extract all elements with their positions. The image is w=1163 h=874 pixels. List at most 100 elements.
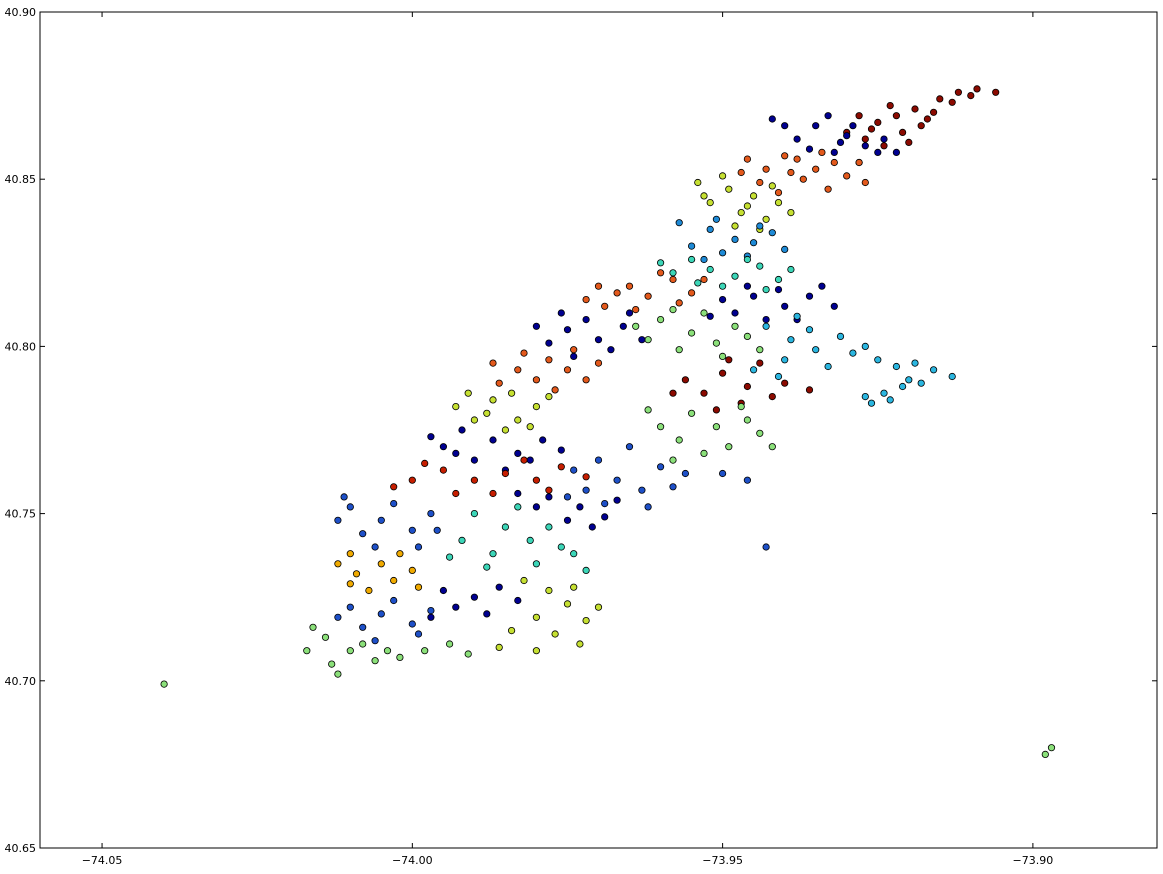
scatter-point (514, 416, 522, 424)
scatter-point (675, 436, 683, 444)
scatter-point (303, 647, 311, 655)
scatter-point (371, 543, 379, 551)
scatter-point (718, 249, 727, 257)
scatter-point (861, 178, 869, 187)
scatter-point (768, 392, 776, 401)
scatter-point (861, 142, 869, 150)
scatter-point (718, 282, 727, 290)
scatter-point (787, 265, 795, 274)
scatter-point (526, 536, 534, 545)
scatter-point (594, 603, 603, 611)
scatter-point (898, 128, 907, 136)
scatter-point (625, 443, 634, 451)
scatter-point (582, 376, 590, 384)
scatter-point (762, 165, 770, 173)
scatter-point (756, 222, 764, 230)
scatter-point (774, 285, 783, 294)
scatter-point (781, 356, 789, 364)
scatter-point (601, 513, 609, 521)
scatter-point (346, 550, 354, 558)
scatter-point (694, 178, 702, 187)
scatter-point (390, 596, 398, 605)
scatter-point (917, 122, 925, 130)
cluster-series-20 (514, 489, 621, 531)
scatter-point (514, 503, 522, 511)
cluster-series-2 (737, 148, 869, 197)
scatter-point (458, 536, 466, 545)
cluster-series-7 (582, 269, 708, 314)
scatter-point (545, 356, 553, 364)
scatter-point (619, 322, 627, 330)
scatter-point (992, 88, 1000, 96)
scatter-point (489, 359, 497, 367)
scatter-point (774, 275, 783, 284)
scatter-point (545, 523, 553, 531)
scatter-point (570, 346, 578, 354)
cluster-series-24 (495, 576, 603, 655)
scatter-point (731, 272, 739, 280)
scatter-point (911, 359, 919, 367)
scatter-point (489, 396, 497, 404)
scatter-point (737, 402, 745, 411)
scatter-point (712, 423, 721, 431)
scatter-point (929, 366, 938, 374)
scatter-point (570, 352, 578, 360)
scatter-point (414, 630, 423, 638)
scatter-point (334, 670, 342, 678)
scatter-point (687, 329, 696, 337)
scatter-point (917, 379, 925, 387)
scatter-point (805, 145, 814, 153)
scatter-point (967, 92, 975, 100)
scatter-point (483, 563, 491, 571)
scatter-point (669, 389, 677, 397)
x-tick-label: −74.00 (392, 854, 433, 867)
scatter-point (954, 88, 963, 96)
scatter-point (545, 586, 553, 595)
scatter-point (532, 503, 541, 511)
scatter-point (737, 168, 745, 177)
scatter-point (762, 322, 770, 330)
scatter-point (669, 483, 677, 491)
scatter-point (861, 342, 869, 350)
scatter-point (346, 603, 354, 611)
scatter-point (545, 392, 553, 401)
scatter-point (737, 209, 745, 217)
scatter-point (570, 550, 578, 558)
scatter-point (470, 593, 478, 601)
scatter-point (743, 476, 752, 484)
cluster-series-26 (762, 543, 770, 551)
scatter-point (526, 423, 534, 431)
scatter-point (644, 406, 652, 414)
scatter-point (656, 269, 665, 277)
cluster-series-23 (427, 583, 522, 621)
cluster-series-3 (694, 172, 795, 233)
scatter-point (638, 486, 646, 494)
scatter-point (892, 148, 901, 156)
scatter-point (669, 305, 677, 314)
scatter-point (849, 122, 857, 130)
scatter-point (781, 379, 789, 387)
scatter-point (501, 426, 509, 434)
scatter-point (836, 332, 845, 340)
scatter-point (532, 322, 541, 330)
cluster-series-0 (843, 85, 1000, 150)
scatter-point (427, 509, 435, 518)
scatter-point (563, 600, 572, 608)
scatter-point (911, 105, 919, 113)
scatter-point (861, 135, 869, 143)
scatter-point (439, 586, 447, 595)
scatter-point (731, 222, 739, 230)
scatter-point (582, 473, 590, 481)
scatter-point (613, 476, 621, 484)
scatter-point (712, 215, 721, 223)
scatter-point (948, 98, 956, 106)
scatter-point (787, 336, 795, 344)
scatter-point (439, 466, 447, 474)
scatter-point (725, 443, 733, 451)
scatter-point (365, 586, 373, 595)
scatter-point (532, 376, 541, 384)
scatter-point (886, 102, 894, 110)
scatter-point (1041, 750, 1049, 759)
scatter-point (359, 623, 367, 631)
scatter-point (892, 362, 901, 371)
